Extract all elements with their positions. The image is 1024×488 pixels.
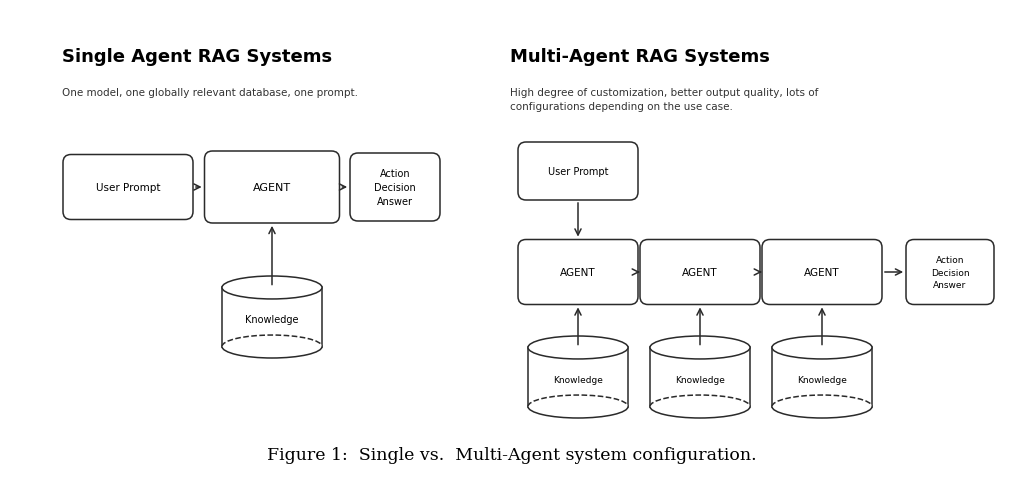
Text: AGENT: AGENT <box>682 267 718 278</box>
FancyBboxPatch shape <box>906 240 994 305</box>
Ellipse shape <box>528 395 628 418</box>
Text: Action
Decision
Answer: Action Decision Answer <box>374 169 416 206</box>
FancyBboxPatch shape <box>762 240 882 305</box>
Text: User Prompt: User Prompt <box>96 183 160 193</box>
Ellipse shape <box>650 336 750 359</box>
Text: One model, one globally relevant database, one prompt.: One model, one globally relevant databas… <box>62 88 358 98</box>
Bar <box>528 348 628 407</box>
Bar <box>222 288 322 347</box>
Text: High degree of customization, better output quality, lots of
configurations depe: High degree of customization, better out… <box>510 88 818 112</box>
Text: AGENT: AGENT <box>560 267 596 278</box>
Ellipse shape <box>222 335 322 358</box>
FancyBboxPatch shape <box>518 142 638 201</box>
Text: AGENT: AGENT <box>253 183 291 193</box>
Text: Knowledge: Knowledge <box>675 375 725 384</box>
Ellipse shape <box>528 336 628 359</box>
Ellipse shape <box>772 395 872 418</box>
FancyBboxPatch shape <box>350 154 440 222</box>
FancyBboxPatch shape <box>518 240 638 305</box>
Ellipse shape <box>222 276 322 299</box>
Bar <box>772 348 872 407</box>
Text: Multi-Agent RAG Systems: Multi-Agent RAG Systems <box>510 48 770 66</box>
Text: User Prompt: User Prompt <box>548 167 608 177</box>
Bar <box>650 348 750 407</box>
Text: Knowledge: Knowledge <box>246 315 299 325</box>
FancyBboxPatch shape <box>640 240 760 305</box>
Text: Action
Decision
Answer: Action Decision Answer <box>931 256 970 289</box>
Text: Figure 1:  Single vs.  Multi-Agent system configuration.: Figure 1: Single vs. Multi-Agent system … <box>267 446 757 463</box>
FancyBboxPatch shape <box>205 152 340 224</box>
FancyBboxPatch shape <box>63 155 193 220</box>
Ellipse shape <box>772 336 872 359</box>
Ellipse shape <box>650 395 750 418</box>
Text: AGENT: AGENT <box>804 267 840 278</box>
Text: Single Agent RAG Systems: Single Agent RAG Systems <box>62 48 332 66</box>
Text: Knowledge: Knowledge <box>553 375 603 384</box>
Text: Knowledge: Knowledge <box>797 375 847 384</box>
